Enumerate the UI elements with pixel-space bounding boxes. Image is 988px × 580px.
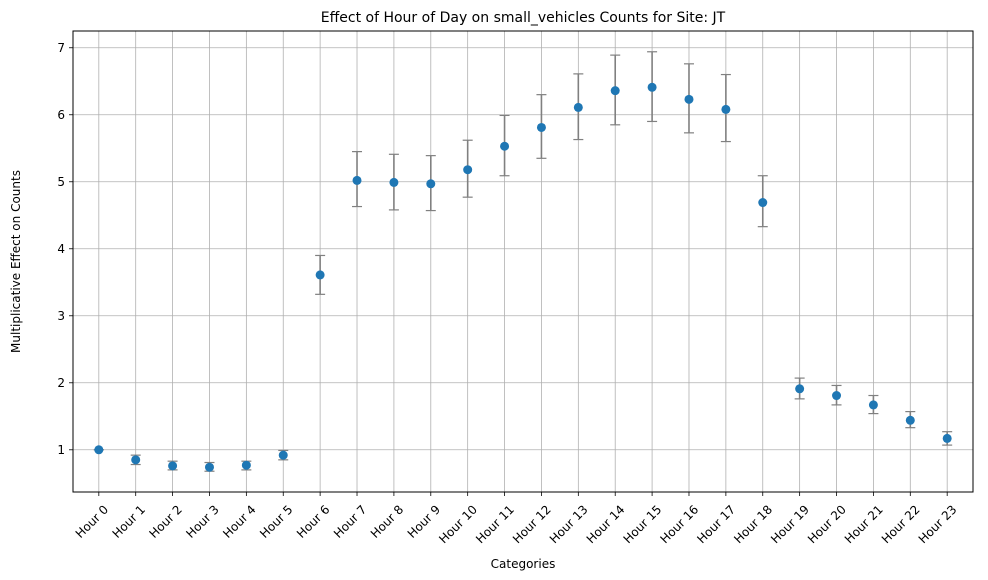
- data-point: [131, 455, 141, 465]
- data-point: [795, 384, 805, 394]
- x-tick-label: Hour 21: [842, 502, 886, 546]
- data-point: [942, 433, 952, 443]
- data-point: [94, 445, 104, 455]
- data-points: [94, 82, 952, 472]
- x-axis-label: Categories: [491, 557, 556, 571]
- data-point: [463, 165, 473, 175]
- data-point: [168, 461, 178, 471]
- x-tick-label: Hour 8: [368, 502, 406, 540]
- x-tick-label: Hour 15: [621, 502, 665, 546]
- data-point: [647, 82, 657, 92]
- x-tick-label: Hour 10: [436, 502, 480, 546]
- x-tick-label: Hour 19: [768, 502, 812, 546]
- y-axis-label: Multiplicative Effect on Counts: [9, 170, 23, 353]
- x-tick-label: Hour 1: [110, 502, 148, 540]
- data-point: [684, 94, 694, 104]
- data-point: [868, 400, 878, 410]
- y-tick-label: 3: [57, 309, 65, 323]
- x-tick-label: Hour 22: [879, 502, 923, 546]
- y-tick-label: 4: [57, 242, 65, 256]
- data-point: [278, 450, 288, 460]
- data-point: [536, 122, 546, 132]
- x-tick-label: Hour 3: [183, 502, 221, 540]
- x-tick-label: Hour 18: [731, 502, 775, 546]
- y-tick-label: 2: [57, 376, 65, 390]
- data-point: [204, 462, 214, 472]
- x-tick-label: Hour 11: [473, 502, 517, 546]
- x-tick-label: Hour 16: [657, 502, 701, 546]
- data-point: [721, 104, 731, 114]
- data-point: [389, 177, 399, 187]
- y-tick-label: 1: [57, 443, 65, 457]
- x-tick-label: Hour 12: [510, 502, 554, 546]
- data-point: [352, 175, 362, 185]
- data-point: [426, 179, 436, 189]
- x-tick-label: Hour 13: [547, 502, 591, 546]
- x-tick-label: Hour 20: [805, 502, 849, 546]
- y-tick-label: 6: [57, 108, 65, 122]
- data-point: [610, 86, 620, 96]
- x-tick-label: Hour 6: [294, 502, 332, 540]
- chart-title: Effect of Hour of Day on small_vehicles …: [321, 10, 726, 26]
- y-tick-label: 7: [57, 41, 65, 55]
- data-point: [832, 391, 842, 401]
- y-axis: 1 2 3 4 5 6 7: [57, 41, 73, 457]
- x-tick-label: Hour 4: [220, 502, 258, 540]
- x-tick-label: Hour 17: [694, 502, 738, 546]
- data-point: [573, 102, 583, 112]
- x-tick-label: Hour 0: [73, 502, 111, 540]
- data-point: [500, 141, 510, 151]
- x-tick-label: Hour 23: [916, 502, 960, 546]
- grid: [73, 31, 973, 492]
- x-tick-label: Hour 2: [146, 502, 184, 540]
- data-point: [241, 460, 251, 470]
- data-point: [758, 198, 768, 208]
- plot-frame: [72, 30, 974, 493]
- x-tick-label: Hour 5: [257, 502, 295, 540]
- y-tick-label: 5: [57, 175, 65, 189]
- data-point: [905, 415, 915, 425]
- x-tick-label: Hour 7: [331, 502, 369, 540]
- x-tick-label: Hour 14: [584, 502, 628, 546]
- data-point: [315, 270, 325, 280]
